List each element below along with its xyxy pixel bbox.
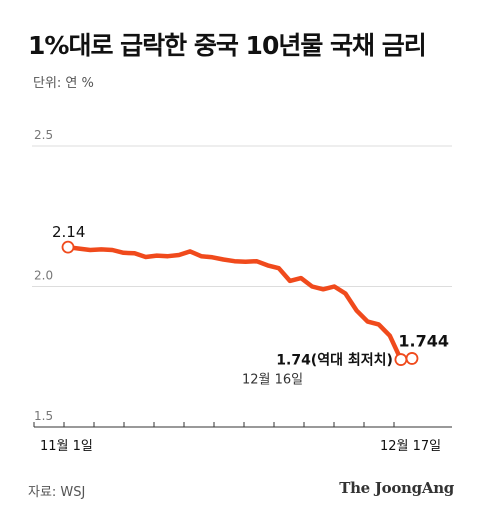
x-tick-label-start: 11월 1일 (40, 439, 93, 454)
y-tick-label: 2.5 (34, 128, 53, 142)
unit-label: 단위: 연 % (33, 76, 94, 91)
data-marker (394, 353, 408, 366)
data-labels: 2.14 1.74(역대 최저치) 12월 16일 1.744 (52, 223, 449, 387)
data-markers (61, 240, 419, 366)
y-tick-label: 2.0 (34, 269, 53, 283)
x-tick-labels: 11월 1일 12월 17일 (40, 439, 441, 454)
series-line (65, 244, 415, 362)
publisher-logo: The JoongAng (339, 479, 454, 497)
data-label-start: 2.14 (52, 223, 85, 241)
data-marker (61, 240, 75, 254)
series-line-layer (65, 244, 415, 362)
data-label-low-date: 12월 16일 (242, 373, 303, 388)
data-marker (405, 352, 419, 365)
grid-lines (32, 145, 452, 287)
chart-title: 1%대로 급락한 중국 10년물 국채 금리 (28, 31, 427, 60)
x-axis (33, 422, 452, 428)
data-label-end: 1.744 (398, 331, 449, 350)
y-tick-label: 1.5 (34, 409, 53, 423)
source-label: 자료: WSJ (28, 485, 86, 500)
y-tick-labels: 2.5 2.0 1.5 (34, 128, 53, 423)
x-tick-label-end: 12월 17일 (380, 439, 441, 454)
data-label-low: 1.74(역대 최저치) (276, 352, 393, 369)
